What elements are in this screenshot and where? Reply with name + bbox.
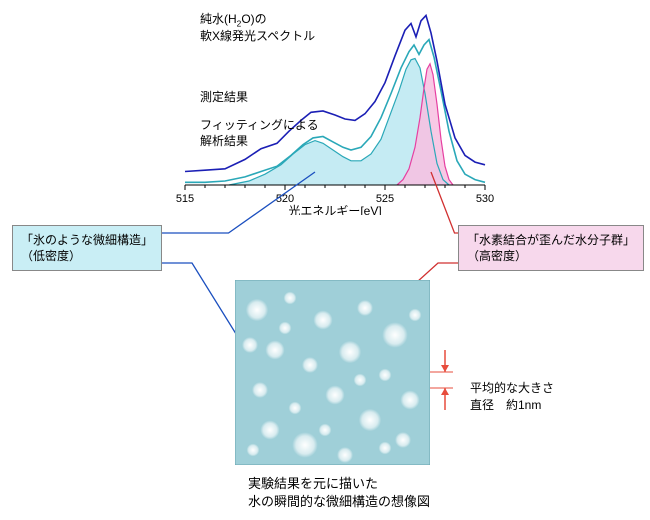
size-label: 平均的な大きさ 直径 約1nm (470, 380, 554, 414)
illustration-caption: 実験結果を元に描いた 水の瞬間的な微細構造の想像図 (248, 475, 430, 511)
figure-root: 515520525530光エネルギー[eV] 純水(H2O)の 軟X線発光スペク… (0, 0, 650, 520)
water-structure-illustration (235, 280, 430, 465)
